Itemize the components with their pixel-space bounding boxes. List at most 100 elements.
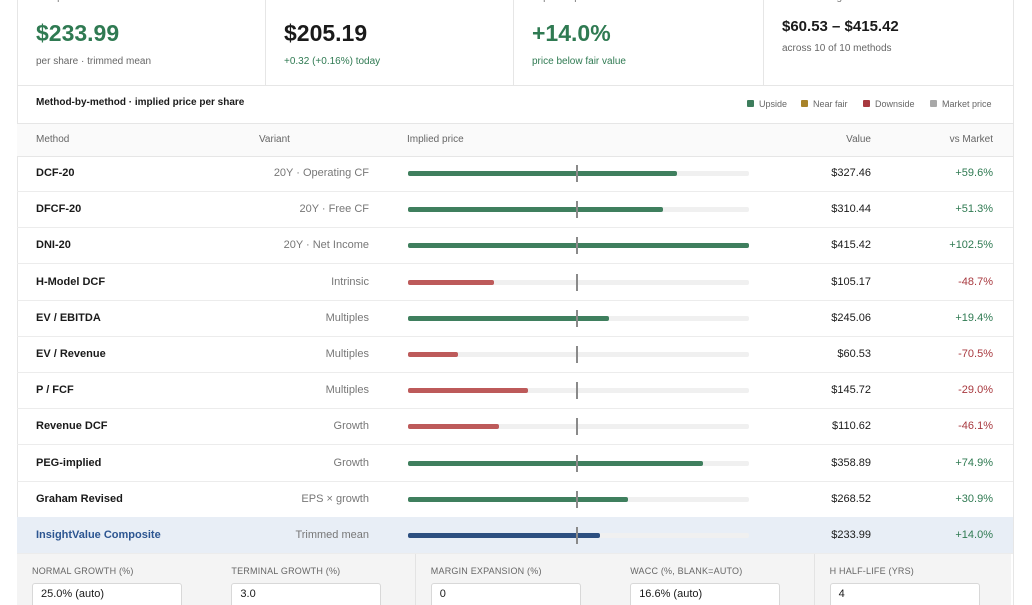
bar	[408, 352, 458, 357]
column-header: Value	[846, 134, 871, 145]
method-name: PEG-implied	[36, 456, 102, 469]
summary-card: Method Range $60.53 – $415.42 across 10 of…	[763, 0, 1013, 85]
bar	[408, 243, 749, 249]
table-row: H-Model DCF Intrinsic $105.17 -48.7%	[17, 264, 1013, 301]
vs-market: +74.9%	[955, 456, 993, 469]
variant: Growth	[333, 456, 369, 469]
table-row: PEG-implied Growth $358.89 +74.9%	[17, 445, 1013, 482]
column-header: Method	[36, 134, 70, 145]
bar	[408, 533, 601, 538]
variant: Multiples	[325, 348, 369, 360]
input-field: WACC (%, BLANK=AUTO) 16.6% (auto)	[615, 554, 816, 605]
method-name: H-Model DCF	[36, 275, 106, 288]
market-marker	[576, 454, 578, 472]
method-name: Revenue DCF	[36, 420, 108, 433]
bar	[408, 496, 629, 502]
value: $310.44	[831, 203, 871, 216]
input-label: MARGIN EXPANSION (%)	[430, 566, 542, 576]
market-marker	[576, 382, 578, 400]
bar-track	[408, 388, 749, 394]
variant: Growth	[333, 420, 369, 433]
card-note: per share · trimmed mean	[36, 56, 152, 67]
input-box[interactable]: 0	[430, 583, 581, 605]
input-box[interactable]: 25.0% (auto)	[32, 583, 182, 605]
vs-market: +59.6%	[955, 167, 993, 179]
table-row: DNI-20 20Y · Net Income $415.42 +102.5%	[17, 227, 1013, 265]
legend-label: Near fair	[813, 99, 848, 109]
variant: Intrinsic	[331, 275, 369, 288]
legend-swatch	[930, 100, 937, 107]
value: $327.46	[831, 167, 871, 179]
variant: Trimmed mean	[295, 529, 369, 541]
legend-swatch	[863, 100, 870, 107]
vs-market: -29.0%	[958, 384, 993, 397]
vs-market: +19.4%	[955, 311, 993, 324]
bar	[408, 279, 495, 285]
method-name: EV / Revenue	[36, 348, 106, 360]
market-marker	[576, 309, 578, 327]
legend-label: Market price	[942, 99, 992, 109]
value: $110.62	[832, 420, 871, 433]
column-header: Implied price	[407, 134, 464, 145]
input-label: TERMINAL GROWTH (%)	[231, 566, 341, 576]
legend-label: Upside	[759, 99, 788, 109]
input-field: H HALF-LIFE (YRS) 4	[814, 554, 1011, 605]
column-header: Variant	[259, 134, 290, 145]
card-value: +14.0%	[532, 20, 611, 46]
section-title: Method-by-method · implied price per sha…	[36, 97, 245, 108]
card-note: +0.32 (+0.16%) today	[284, 56, 381, 67]
value: $105.17	[831, 275, 871, 288]
market-marker	[576, 490, 578, 508]
variant: Multiples	[325, 384, 369, 397]
vs-market: -46.1%	[958, 420, 993, 433]
table-row: Graham Revised EPS × growth $268.52 +30.9%	[17, 481, 1013, 518]
variant: 20Y · Free CF	[299, 203, 370, 216]
column-header: vs Market	[949, 134, 993, 145]
value: $60.53	[837, 348, 871, 360]
card-value: $205.19	[284, 20, 368, 46]
method-name: Graham Revised	[36, 492, 123, 505]
input-label: WACC (%, BLANK=AUTO)	[630, 566, 743, 576]
market-marker	[576, 273, 578, 291]
input-box[interactable]: 16.6% (auto)	[630, 583, 781, 605]
method-name: InsightValue Composite	[36, 529, 161, 541]
input-label: NORMAL GROWTH (%)	[32, 566, 134, 576]
variant: 20Y · Net Income	[283, 239, 369, 252]
market-marker	[576, 165, 578, 182]
vs-market: -70.5%	[958, 348, 993, 360]
card-label: Implied Upside / Downside	[532, 0, 650, 3]
panel	[17, 0, 1014, 605]
card-label: Method Range	[782, 0, 848, 3]
bar	[408, 207, 663, 213]
summary-card: Implied Upside / Downside +14.0% price bel…	[513, 0, 764, 85]
input-box[interactable]: 4	[829, 583, 980, 605]
method-name: EV / EBITDA	[36, 311, 101, 324]
market-marker	[576, 201, 578, 219]
legend-label: Downside	[875, 99, 915, 109]
table-row: DCF-20 20Y · Operating CF $327.46 +59.6%	[17, 155, 1013, 192]
legend-swatch	[801, 100, 808, 107]
market-marker	[576, 418, 578, 436]
method-name: DCF-20	[36, 167, 75, 179]
table-row: Revenue DCF Growth $110.62 -46.1%	[17, 408, 1013, 446]
variant: Multiples	[325, 311, 369, 324]
input-box[interactable]: 3.0	[231, 583, 382, 605]
market-marker	[576, 237, 578, 255]
input-field: NORMAL GROWTH (%) 25.0% (auto)	[17, 554, 217, 605]
bar	[408, 424, 499, 430]
bar-track	[408, 352, 749, 357]
summary-card: Composite Fair Value $233.99 per share · t…	[17, 0, 266, 85]
table-header	[17, 123, 1013, 157]
variant: 20Y · Operating CF	[273, 167, 369, 179]
bar	[408, 315, 610, 321]
bar	[408, 171, 677, 176]
card-note: across 10 of 10 methods	[782, 43, 892, 54]
table-row: EV / Revenue Multiples $60.53 -70.5%	[17, 336, 1013, 373]
table-row: P / FCF Multiples $145.72 -29.0%	[17, 372, 1013, 410]
card-note: price below fair value	[532, 56, 626, 67]
market-marker	[576, 346, 578, 363]
value: $358.89	[831, 456, 871, 469]
variant: EPS × growth	[301, 492, 369, 505]
card-value: $60.53 – $415.42	[782, 18, 899, 35]
